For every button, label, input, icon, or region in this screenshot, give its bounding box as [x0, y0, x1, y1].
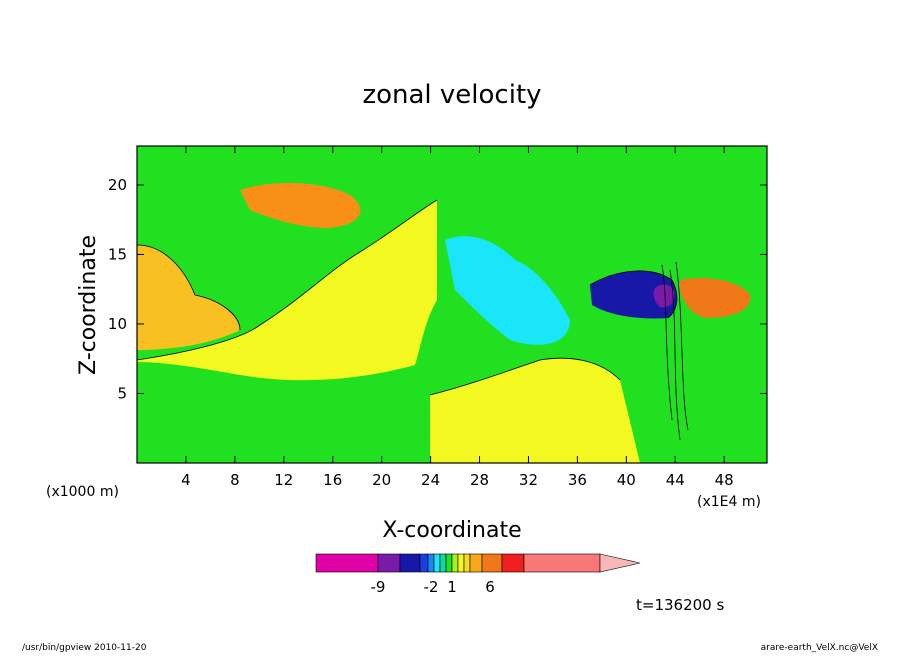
- footer-left: /usr/bin/gpview 2010-11-20: [22, 643, 147, 653]
- colorbar-segment: [439, 553, 447, 573]
- colorbar-tick-label: 6: [485, 578, 495, 596]
- y-axis: 5 10 15 20: [108, 176, 767, 402]
- contour-line: [137, 199, 438, 361]
- field-yellow-right: [430, 358, 640, 463]
- time-label: t=136200 s: [636, 596, 724, 614]
- plot-area: [137, 146, 767, 463]
- field-cyan-right: [445, 236, 570, 345]
- x-tick-label: 24: [421, 471, 440, 489]
- x-tick-label: 32: [519, 471, 538, 489]
- x-tick-label: 4: [181, 471, 191, 489]
- contour-lines: [137, 199, 689, 441]
- colorbar: -9 -2 1 6: [315, 553, 641, 596]
- colorbar-segment: [457, 553, 465, 573]
- colorbar-segment: [523, 553, 601, 573]
- y-tick-label: 5: [117, 384, 127, 402]
- x-tick-label: 12: [274, 471, 293, 489]
- plot-frame: [136, 145, 768, 464]
- colorbar-segment: [315, 553, 379, 573]
- field-purple-core: [653, 284, 675, 308]
- colorbar-segment: [433, 553, 441, 573]
- colorbar-segment: [445, 553, 453, 573]
- field-blue-jet: [590, 270, 677, 319]
- x-axis-label: X-coordinate: [382, 518, 521, 543]
- contour-line: [137, 244, 241, 331]
- x-tick-label: 8: [230, 471, 240, 489]
- colorbar-segment: [469, 553, 483, 573]
- x-scale-label: (x1E4 m): [697, 494, 761, 510]
- colorbar-segment: [399, 553, 421, 573]
- x-tick-label: 28: [470, 471, 489, 489]
- y-axis-label: Z-coordinate: [76, 235, 101, 375]
- colorbar-segment: [481, 553, 503, 573]
- field-red-jet: [680, 278, 751, 318]
- y-tick-label: 10: [108, 315, 127, 333]
- contour-line: [661, 261, 689, 441]
- colorbar-tick-label: -2: [424, 578, 439, 596]
- field-orange-top: [240, 183, 361, 228]
- x-tick-label: 48: [715, 471, 734, 489]
- colorbar-segment: [501, 553, 525, 573]
- x-tick-label: 40: [617, 471, 636, 489]
- colorbar-segment: [419, 553, 429, 573]
- footer-right: arare-earth_VelX.nc@VelX: [761, 643, 878, 653]
- x-axis: 4 8 12 16 20 24 28 32 36 40 44 48: [181, 146, 734, 489]
- x-tick-label: 20: [372, 471, 391, 489]
- x-tick-label: 16: [323, 471, 342, 489]
- y-tick-label: 20: [108, 176, 127, 194]
- colorbar-segment: [377, 553, 401, 573]
- y-tick-label: 15: [108, 245, 127, 263]
- colorbar-segment: [451, 553, 459, 573]
- colorbar-tick-label: 1: [447, 578, 457, 596]
- contour-line: [429, 357, 621, 396]
- colorbar-segment: [427, 553, 435, 573]
- contour-line: [589, 270, 678, 319]
- field-yellow-left: [137, 200, 437, 381]
- field-orange-left: [137, 245, 240, 350]
- colorbar-tick-label: -9: [371, 578, 386, 596]
- colorbar-segment: [463, 553, 471, 573]
- x-unit-label: (x1000 m): [46, 484, 119, 500]
- x-tick-label: 44: [666, 471, 685, 489]
- colorbar-arrow: [599, 553, 641, 573]
- chart-title: zonal velocity: [362, 80, 541, 110]
- x-tick-label: 36: [568, 471, 587, 489]
